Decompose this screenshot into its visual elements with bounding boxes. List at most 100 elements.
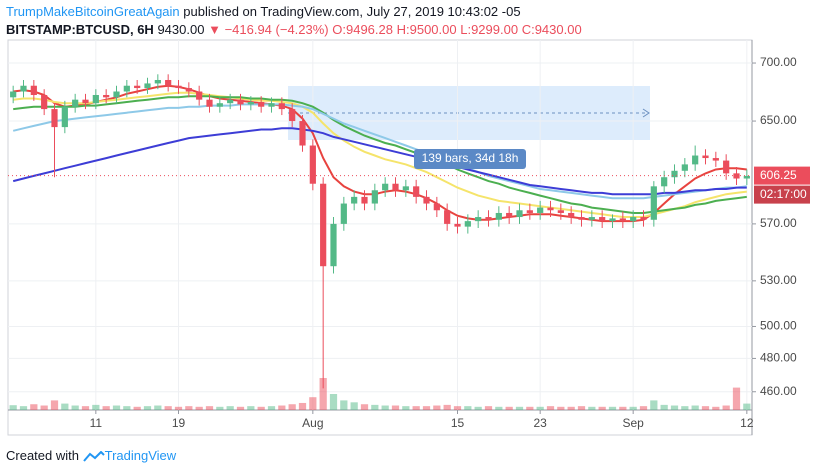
y-tick-label: 700.00: [760, 55, 797, 69]
volume-bar: [319, 378, 327, 410]
down-arrow: ▼: [208, 22, 221, 37]
volume-bar: [443, 404, 451, 410]
volume-bar: [71, 405, 79, 410]
candle-body: [402, 186, 409, 191]
x-tick-label: 11: [90, 416, 103, 430]
volume-bar: [391, 405, 400, 410]
candle-body: [278, 103, 285, 110]
volume-bar: [701, 406, 710, 410]
y-tick-label: 650.00: [760, 113, 797, 127]
moving-average: [13, 95, 747, 214]
footer: Created with TradingView: [6, 448, 176, 463]
x-tick-label: 12: [740, 416, 754, 430]
volume-bar: [526, 406, 534, 410]
volume-bar: [174, 406, 183, 410]
volume-bar: [50, 400, 59, 410]
candle-body: [61, 106, 68, 128]
volume-bar: [495, 406, 503, 410]
volume-bar: [81, 406, 90, 410]
candle-body: [413, 186, 420, 197]
candle-body: [330, 223, 337, 267]
candle-body: [113, 91, 120, 98]
candle-body: [547, 207, 554, 211]
volume-bar: [608, 406, 617, 410]
candle-body: [537, 207, 544, 213]
candle-body: [506, 212, 513, 218]
volume-bar: [691, 405, 699, 410]
volume-bar: [536, 406, 544, 410]
measure-arrowhead: [642, 108, 650, 118]
candle-body: [444, 210, 451, 224]
candle-body: [568, 212, 575, 218]
volume-bar: [247, 406, 255, 410]
candle-body: [227, 99, 234, 104]
volume-bar: [732, 387, 741, 410]
candle-body: [495, 212, 502, 220]
volume-bar: [464, 406, 472, 410]
volume-bar: [371, 404, 379, 410]
volume-bar: [557, 406, 565, 410]
volume-bar: [484, 406, 493, 410]
y-tick-label: 530.00: [760, 273, 797, 287]
volume-bar: [143, 406, 152, 410]
chart: 700.00 650.00 570.00 530.00 500.00 480.00 460.…: [7, 39, 810, 436]
candle-body: [30, 85, 37, 95]
volume-bar: [112, 405, 121, 410]
volume-bar: [577, 406, 586, 410]
volume-bar: [164, 406, 172, 410]
candle-body: [371, 190, 378, 204]
open: O:9496.28: [332, 22, 393, 37]
candle-body: [309, 145, 316, 184]
candle-body: [10, 91, 17, 98]
candle-body: [103, 94, 110, 98]
moving-average: [12, 127, 747, 196]
volume-bar: [133, 406, 141, 410]
volume-bar: [402, 406, 410, 410]
candle-body: [681, 164, 688, 171]
volume-bar: [226, 406, 234, 410]
volume-bar: [712, 406, 720, 410]
volume-bar: [598, 406, 606, 410]
candle-body: [661, 177, 668, 187]
volume-bar: [567, 406, 575, 410]
x-tick-label: 23: [533, 416, 547, 430]
volume-bar: [433, 405, 441, 410]
candle-body: [51, 109, 58, 128]
last: 9430.00: [157, 22, 205, 37]
candle-body: [454, 223, 461, 227]
candle-body: [464, 221, 471, 227]
volume-bar: [340, 400, 348, 410]
volume-bar: [515, 406, 524, 410]
published: published on TradingView.com, July 27, 2…: [183, 4, 521, 19]
candle-body: [237, 99, 244, 105]
candle-body: [165, 79, 172, 86]
candle-body: [588, 217, 595, 220]
candle-body: [351, 196, 358, 204]
volume-bar: [670, 405, 679, 410]
author[interactable]: TrumpMakeBitcoinGreatAgain: [6, 4, 180, 19]
candle-body: [247, 102, 254, 105]
candle-body: [82, 99, 89, 104]
tv-logo: [82, 450, 105, 462]
brand[interactable]: TradingView: [104, 448, 177, 463]
volume-bar: [30, 404, 38, 410]
symbol-line: BITSTAMP:BTCUSD, 6H 9430.00 ▼ −416.94 (−…: [6, 22, 582, 37]
candle-body: [206, 99, 213, 107]
volume-bar: [267, 406, 276, 410]
volume-bar: [123, 406, 131, 410]
volume-bar: [19, 406, 28, 410]
volume-bar: [453, 406, 462, 410]
candle-body: [516, 210, 523, 218]
y-tick-label: 460.00: [760, 384, 797, 398]
volume-bar: [505, 406, 513, 410]
candle-body: [175, 85, 182, 89]
candle-body: [72, 99, 79, 107]
high: H:9500.00: [396, 22, 457, 37]
volume-bar: [660, 404, 668, 410]
y-tick-label: 480.00: [760, 351, 797, 365]
candle-body: [268, 103, 275, 107]
volume-bar: [216, 406, 224, 410]
volume-bar: [298, 402, 307, 410]
candle-body: [20, 85, 27, 92]
last-price-label: 606.25: [760, 168, 797, 182]
